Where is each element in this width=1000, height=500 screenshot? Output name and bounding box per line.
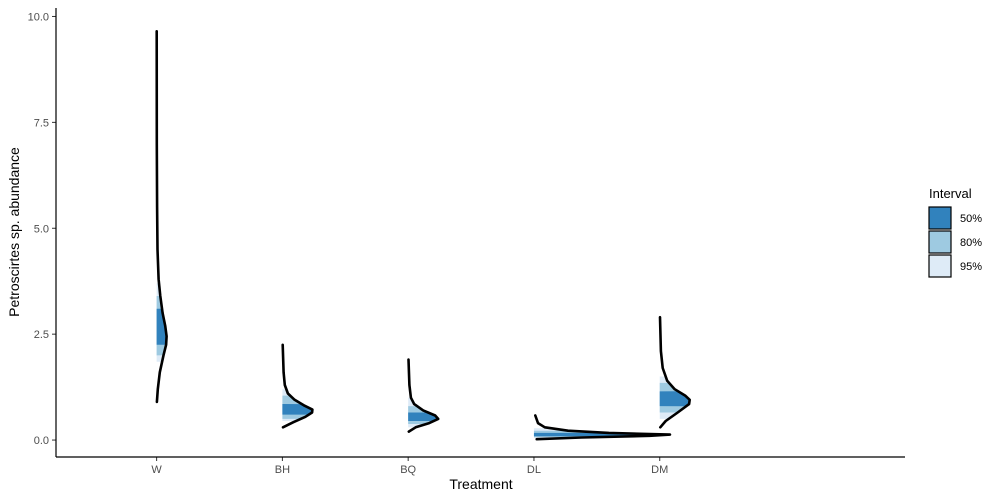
x-axis-title: Treatment [449,476,512,492]
legend-swatch [928,206,952,230]
legend-label: 95% [960,261,982,273]
y-axis-title: Petroscirtes sp. abundance [6,147,22,317]
legend: Interval 50% 80% 95% [928,186,982,278]
legend-label: 80% [960,237,982,249]
x-axis-ticks: W BH BQ DL DM [151,457,668,476]
density-outline-DM [658,315,691,429]
legend-label: 50% [960,213,982,225]
y-tick-label: 5.0 [34,223,49,235]
interval-50-band-DM [659,391,690,407]
legend-swatch [928,230,952,254]
y-tick-label: 7.5 [34,117,49,129]
x-tick-label: DM [651,464,668,476]
density-marks [155,30,691,441]
x-tick-label: BQ [400,464,416,476]
x-tick-label: DL [527,464,541,476]
x-tick-label: BH [275,464,290,476]
legend-swatch [928,254,952,278]
density-outline-BQ [407,358,440,433]
density-outline-DL [534,414,672,441]
density-outline-BH [281,343,314,429]
interval-50-band-BH [282,404,313,415]
y-tick-label: 0.0 [34,435,49,447]
y-tick-label: 2.5 [34,329,49,341]
x-tick-label: W [151,464,162,476]
interval-50-band-W [156,308,167,345]
y-axis-ticks: 0.0 2.5 5.0 7.5 10.0 [28,11,56,447]
y-tick-label: 10.0 [28,11,49,23]
density-outline-W [155,30,168,404]
legend-title: Interval [929,186,972,201]
